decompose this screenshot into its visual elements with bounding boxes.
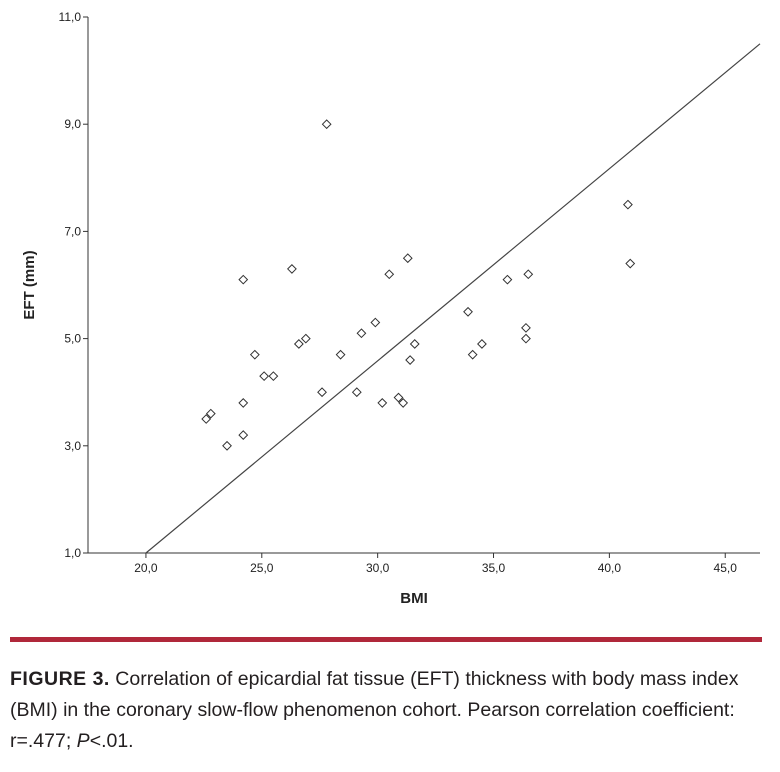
data-point bbox=[238, 430, 249, 440]
y-tick-label: 11,0 bbox=[59, 10, 82, 24]
figure-label: FIGURE 3. bbox=[10, 668, 110, 690]
x-tick-label: 45,0 bbox=[714, 561, 738, 575]
scatter-chart: 20,0 25,0 30,0 35,0 40,0 45,0 1,0 3,0 5,0 7,0 9,0… bbox=[21, 10, 761, 607]
x-axis-title: BMI bbox=[400, 590, 428, 607]
y-tick-label: 3,0 bbox=[64, 439, 81, 453]
data-point bbox=[521, 333, 531, 344]
data-point bbox=[205, 408, 216, 419]
data-point bbox=[409, 339, 420, 349]
caption-divider bbox=[10, 637, 762, 642]
x-tick-label: 20,0 bbox=[134, 561, 158, 575]
y-axis: 1,0 3,0 5,0 7,0 9,0 11,0 bbox=[59, 10, 88, 560]
data-point bbox=[370, 317, 381, 328]
data-point bbox=[293, 339, 304, 349]
caption-text: Correlation of epicardial fat tissue (EF… bbox=[10, 668, 739, 752]
x-tick-label: 30,0 bbox=[366, 561, 390, 575]
data-point bbox=[623, 199, 633, 210]
data-point bbox=[523, 269, 534, 280]
plot-area bbox=[87, 17, 760, 554]
data-point bbox=[502, 274, 513, 285]
x-tick-label: 40,0 bbox=[598, 561, 622, 575]
data-point bbox=[259, 371, 270, 382]
data-point bbox=[238, 274, 249, 285]
data-point bbox=[321, 119, 332, 130]
data-point bbox=[317, 387, 327, 398]
y-tick-label: 9,0 bbox=[64, 117, 81, 131]
data-point bbox=[300, 333, 311, 344]
y-tick-label: 5,0 bbox=[64, 332, 81, 346]
data-point bbox=[377, 398, 388, 408]
regression-line bbox=[145, 43, 761, 554]
data-point bbox=[463, 306, 473, 317]
data-point bbox=[384, 269, 395, 280]
data-point bbox=[268, 371, 279, 382]
data-point bbox=[222, 440, 232, 451]
x-tick-label: 25,0 bbox=[250, 561, 274, 575]
y-tick-label: 1,0 bbox=[64, 546, 81, 560]
data-point bbox=[238, 398, 249, 408]
data-point bbox=[405, 355, 416, 365]
data-point bbox=[356, 328, 367, 339]
caption-p-symbol: P bbox=[76, 730, 90, 752]
data-point bbox=[393, 392, 404, 403]
data-point bbox=[351, 387, 362, 398]
data-point bbox=[625, 258, 636, 269]
regression-line-group bbox=[145, 43, 761, 554]
data-point bbox=[201, 414, 212, 424]
y-axis-title: EFT (mm) bbox=[21, 250, 38, 319]
data-points bbox=[201, 119, 636, 451]
x-axis: 20,0 25,0 30,0 35,0 40,0 45,0 bbox=[134, 553, 737, 575]
data-point bbox=[521, 322, 531, 333]
data-point bbox=[335, 349, 346, 360]
data-point bbox=[398, 398, 409, 408]
data-point bbox=[287, 264, 297, 274]
data-point bbox=[477, 339, 487, 349]
caption-text-end: <.01. bbox=[89, 730, 134, 752]
x-tick-label: 35,0 bbox=[482, 561, 506, 575]
data-point bbox=[467, 349, 478, 360]
y-tick-label: 7,0 bbox=[64, 224, 81, 238]
data-point bbox=[402, 253, 413, 264]
figure-caption: FIGURE 3. Correlation of epicardial fat … bbox=[10, 664, 770, 757]
data-point bbox=[249, 349, 260, 360]
